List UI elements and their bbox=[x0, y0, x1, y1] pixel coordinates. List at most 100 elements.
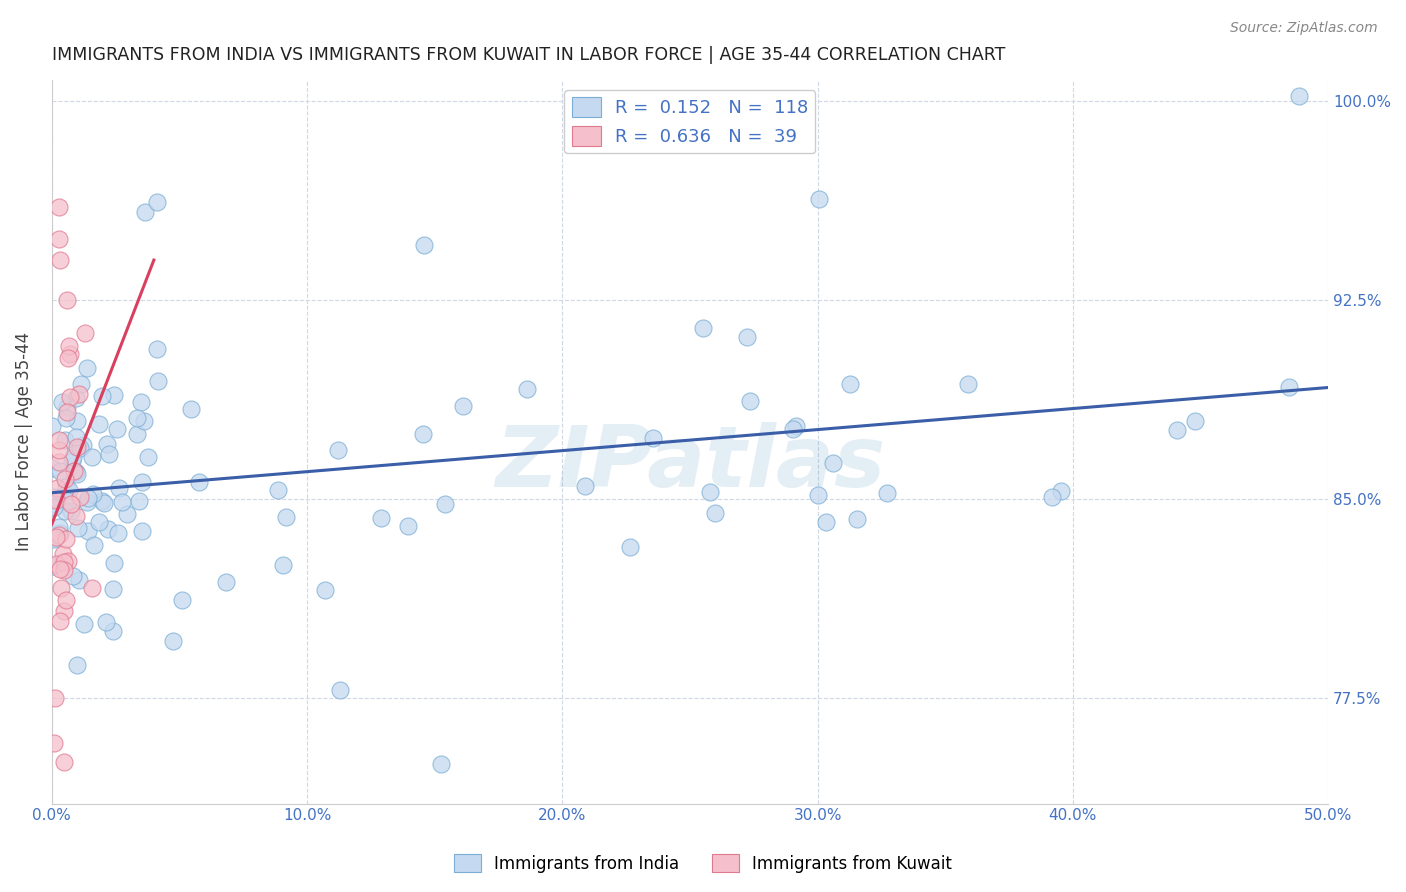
Point bbox=[76, 524, 98, 539]
Point bbox=[48, 520, 70, 534]
Point bbox=[55, 593, 77, 607]
Point bbox=[146, 194, 169, 209]
Point bbox=[76, 360, 98, 375]
Point bbox=[105, 422, 128, 436]
Point bbox=[59, 390, 82, 404]
Point bbox=[42, 531, 65, 545]
Point bbox=[434, 497, 457, 511]
Point bbox=[129, 394, 152, 409]
Point bbox=[180, 402, 202, 417]
Point bbox=[53, 563, 76, 577]
Text: ZIPatlas: ZIPatlas bbox=[495, 422, 884, 505]
Point bbox=[704, 506, 727, 520]
Point bbox=[52, 555, 75, 569]
Point bbox=[56, 351, 79, 366]
Point bbox=[326, 442, 349, 457]
Point bbox=[172, 593, 194, 607]
Point bbox=[45, 492, 67, 507]
Point bbox=[131, 524, 153, 539]
Point bbox=[67, 521, 90, 535]
Point bbox=[128, 493, 150, 508]
Point bbox=[103, 388, 125, 402]
Legend: Immigrants from India, Immigrants from Kuwait: Immigrants from India, Immigrants from K… bbox=[447, 847, 959, 880]
Point bbox=[45, 530, 67, 544]
Point bbox=[162, 634, 184, 648]
Point bbox=[60, 497, 83, 511]
Point bbox=[67, 574, 90, 588]
Point bbox=[65, 440, 87, 454]
Point bbox=[699, 484, 721, 499]
Point bbox=[60, 454, 83, 468]
Point bbox=[41, 461, 63, 475]
Point bbox=[146, 342, 169, 356]
Point bbox=[83, 538, 105, 552]
Point bbox=[103, 624, 125, 638]
Point bbox=[48, 232, 70, 246]
Point bbox=[740, 393, 762, 408]
Point bbox=[65, 466, 87, 480]
Point bbox=[58, 483, 80, 497]
Point bbox=[97, 446, 120, 460]
Point bbox=[42, 497, 65, 511]
Point bbox=[692, 321, 714, 335]
Point bbox=[807, 192, 830, 206]
Point bbox=[48, 455, 70, 469]
Point bbox=[49, 525, 72, 540]
Point bbox=[76, 491, 98, 505]
Point bbox=[276, 510, 298, 524]
Point bbox=[1049, 484, 1071, 499]
Point bbox=[91, 388, 114, 402]
Point bbox=[574, 479, 596, 493]
Point bbox=[45, 493, 67, 508]
Point bbox=[107, 525, 129, 540]
Y-axis label: In Labor Force | Age 35-44: In Labor Force | Age 35-44 bbox=[15, 332, 32, 551]
Point bbox=[876, 485, 898, 500]
Point bbox=[44, 500, 66, 514]
Point bbox=[65, 391, 87, 405]
Point bbox=[643, 431, 665, 445]
Point bbox=[370, 511, 392, 525]
Point bbox=[115, 507, 138, 521]
Point bbox=[132, 414, 155, 428]
Point bbox=[55, 533, 77, 547]
Point bbox=[48, 252, 70, 267]
Point bbox=[58, 346, 80, 360]
Point bbox=[90, 493, 112, 508]
Point bbox=[56, 405, 79, 419]
Point bbox=[80, 581, 103, 595]
Point bbox=[73, 326, 96, 341]
Point bbox=[839, 377, 862, 392]
Point bbox=[1040, 490, 1063, 504]
Point bbox=[48, 442, 70, 457]
Point bbox=[53, 433, 76, 447]
Point bbox=[103, 557, 125, 571]
Point bbox=[82, 487, 104, 501]
Point bbox=[187, 475, 209, 489]
Point bbox=[82, 450, 104, 464]
Point bbox=[782, 422, 804, 436]
Point bbox=[55, 480, 77, 494]
Point bbox=[44, 490, 66, 504]
Point bbox=[69, 441, 91, 455]
Point bbox=[53, 472, 76, 486]
Point bbox=[214, 574, 236, 589]
Point bbox=[53, 504, 76, 518]
Point bbox=[56, 494, 79, 508]
Point bbox=[125, 411, 148, 425]
Point bbox=[56, 401, 79, 415]
Point bbox=[70, 377, 93, 392]
Point bbox=[66, 414, 89, 428]
Point bbox=[413, 238, 436, 252]
Point bbox=[52, 755, 75, 769]
Point bbox=[807, 488, 830, 502]
Point bbox=[44, 690, 66, 705]
Point bbox=[148, 375, 170, 389]
Point bbox=[62, 450, 84, 464]
Point bbox=[735, 330, 758, 344]
Point bbox=[1184, 414, 1206, 428]
Point bbox=[93, 496, 115, 510]
Point bbox=[48, 433, 70, 447]
Point bbox=[619, 540, 641, 554]
Point bbox=[1278, 380, 1301, 394]
Point bbox=[67, 387, 90, 401]
